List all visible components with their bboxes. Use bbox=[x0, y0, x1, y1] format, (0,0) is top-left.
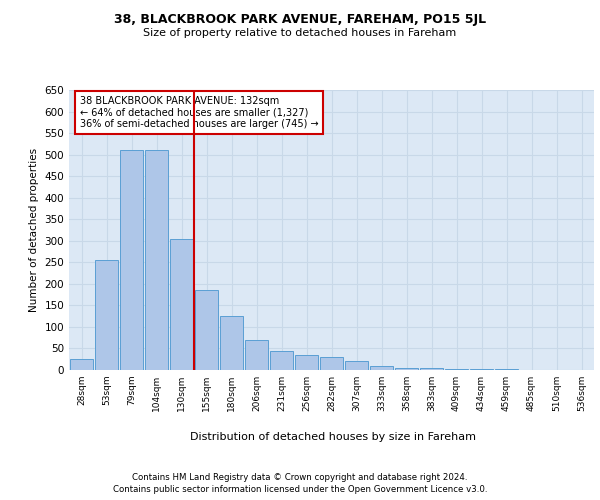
Bar bbox=[320, 357, 343, 370]
Bar bbox=[344, 362, 368, 370]
Text: Contains public sector information licensed under the Open Government Licence v3: Contains public sector information licen… bbox=[113, 485, 487, 494]
Text: Contains HM Land Registry data © Crown copyright and database right 2024.: Contains HM Land Registry data © Crown c… bbox=[132, 472, 468, 482]
Text: 38, BLACKBROOK PARK AVENUE, FAREHAM, PO15 5JL: 38, BLACKBROOK PARK AVENUE, FAREHAM, PO1… bbox=[114, 12, 486, 26]
Bar bbox=[145, 150, 169, 370]
Bar bbox=[470, 369, 493, 370]
Text: Distribution of detached houses by size in Fareham: Distribution of detached houses by size … bbox=[190, 432, 476, 442]
Bar bbox=[269, 350, 293, 370]
Bar bbox=[194, 290, 218, 370]
Y-axis label: Number of detached properties: Number of detached properties bbox=[29, 148, 39, 312]
Bar bbox=[220, 316, 244, 370]
Bar bbox=[170, 238, 193, 370]
Bar bbox=[95, 260, 118, 370]
Text: 38 BLACKBROOK PARK AVENUE: 132sqm
← 64% of detached houses are smaller (1,327)
3: 38 BLACKBROOK PARK AVENUE: 132sqm ← 64% … bbox=[79, 96, 318, 129]
Bar bbox=[494, 369, 518, 370]
Bar bbox=[70, 359, 94, 370]
Bar bbox=[445, 369, 469, 370]
Bar bbox=[395, 368, 418, 370]
Bar bbox=[295, 355, 319, 370]
Bar bbox=[119, 150, 143, 370]
Bar bbox=[245, 340, 268, 370]
Bar bbox=[370, 366, 394, 370]
Bar bbox=[419, 368, 443, 370]
Text: Size of property relative to detached houses in Fareham: Size of property relative to detached ho… bbox=[143, 28, 457, 38]
